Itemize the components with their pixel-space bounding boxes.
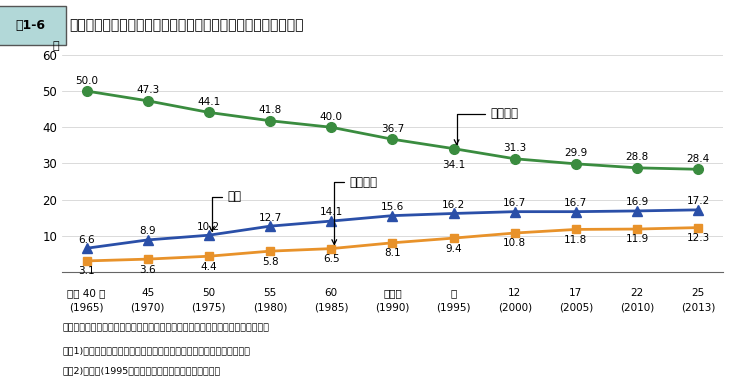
- FancyBboxPatch shape: [0, 6, 66, 45]
- Text: (1995): (1995): [437, 303, 471, 313]
- Text: (2010): (2010): [620, 303, 654, 313]
- Text: 12.3: 12.3: [687, 233, 710, 243]
- Text: 28.4: 28.4: [687, 154, 710, 164]
- Text: 16.7: 16.7: [503, 198, 526, 208]
- Text: 11.8: 11.8: [564, 235, 588, 245]
- Text: 外食: 外食: [210, 191, 241, 231]
- Text: 44.1: 44.1: [197, 97, 220, 107]
- Text: (1985): (1985): [314, 303, 348, 313]
- Text: 25: 25: [691, 288, 705, 299]
- Text: 15.6: 15.6: [381, 202, 404, 212]
- Text: 6.6: 6.6: [78, 235, 95, 245]
- Text: 45: 45: [141, 288, 154, 299]
- Text: (1990): (1990): [375, 303, 410, 313]
- Text: (2000): (2000): [498, 303, 531, 313]
- Text: 4.4: 4.4: [201, 262, 217, 272]
- Text: 12.7: 12.7: [258, 212, 282, 223]
- Text: 9.4: 9.4: [445, 243, 462, 254]
- Text: 10.8: 10.8: [503, 239, 526, 248]
- Text: 16.9: 16.9: [626, 197, 649, 207]
- Text: 6.5: 6.5: [323, 254, 339, 264]
- Text: (1970): (1970): [131, 303, 165, 313]
- Text: 12: 12: [508, 288, 521, 299]
- Text: 3.1: 3.1: [78, 266, 95, 276]
- Text: 図1-6: 図1-6: [15, 19, 46, 32]
- Text: (1980): (1980): [253, 303, 287, 313]
- Text: 31.3: 31.3: [503, 143, 526, 153]
- Text: 16.7: 16.7: [564, 198, 588, 208]
- Text: 50.0: 50.0: [75, 76, 98, 85]
- Text: 平成２: 平成２: [383, 288, 402, 299]
- Text: (2005): (2005): [558, 303, 593, 313]
- Text: 60: 60: [325, 288, 338, 299]
- Text: 8.1: 8.1: [384, 248, 401, 258]
- Text: 40.0: 40.0: [320, 112, 342, 122]
- Text: (2013): (2013): [681, 303, 715, 313]
- Text: 36.7: 36.7: [381, 124, 404, 134]
- Text: 29.9: 29.9: [564, 149, 588, 158]
- Text: 16.2: 16.2: [442, 200, 465, 210]
- Text: 50: 50: [202, 288, 215, 299]
- Text: 資料：総務省「家計調査」（全国・二人以上の世帯）を基に農林水産省で作成。: 資料：総務省「家計調査」（全国・二人以上の世帯）を基に農林水産省で作成。: [62, 323, 269, 332]
- Text: 22: 22: [631, 288, 644, 299]
- Text: 14.1: 14.1: [320, 208, 343, 217]
- Text: 17.2: 17.2: [687, 196, 710, 206]
- Text: 食料支出額に占める生鮮食品、調理食品及び外食の割合の推移: 食料支出額に占める生鮮食品、調理食品及び外食の割合の推移: [69, 19, 304, 33]
- Text: 10.2: 10.2: [197, 222, 220, 232]
- Text: 注：1)生鮮食品は、米、生鮮魚介、生鮮肉、卵、生鮮野菜、生鮮果物。: 注：1)生鮮食品は、米、生鮮魚介、生鮮肉、卵、生鮮野菜、生鮮果物。: [62, 346, 250, 355]
- Text: (1975): (1975): [191, 303, 226, 313]
- Text: ％: ％: [53, 41, 60, 51]
- Text: 昭和 40 年: 昭和 40 年: [67, 288, 106, 299]
- Text: 41.8: 41.8: [258, 105, 282, 115]
- Text: 11.9: 11.9: [626, 234, 649, 245]
- Text: 5.8: 5.8: [262, 257, 278, 266]
- Text: 17: 17: [569, 288, 583, 299]
- Text: 8.9: 8.9: [139, 226, 156, 236]
- Text: (1965): (1965): [69, 303, 104, 313]
- Text: 28.8: 28.8: [626, 152, 649, 163]
- Text: 47.3: 47.3: [136, 85, 159, 95]
- Text: ７: ７: [450, 288, 457, 299]
- Text: 生鮮食品: 生鮮食品: [454, 107, 518, 144]
- Text: 34.1: 34.1: [442, 160, 465, 169]
- Text: 3.6: 3.6: [139, 265, 156, 274]
- Text: 2)平成７(1995）年以前は、農林漁家世帯を除く。: 2)平成７(1995）年以前は、農林漁家世帯を除く。: [62, 367, 220, 376]
- Text: 調理食品: 調理食品: [332, 176, 377, 245]
- Text: 55: 55: [264, 288, 277, 299]
